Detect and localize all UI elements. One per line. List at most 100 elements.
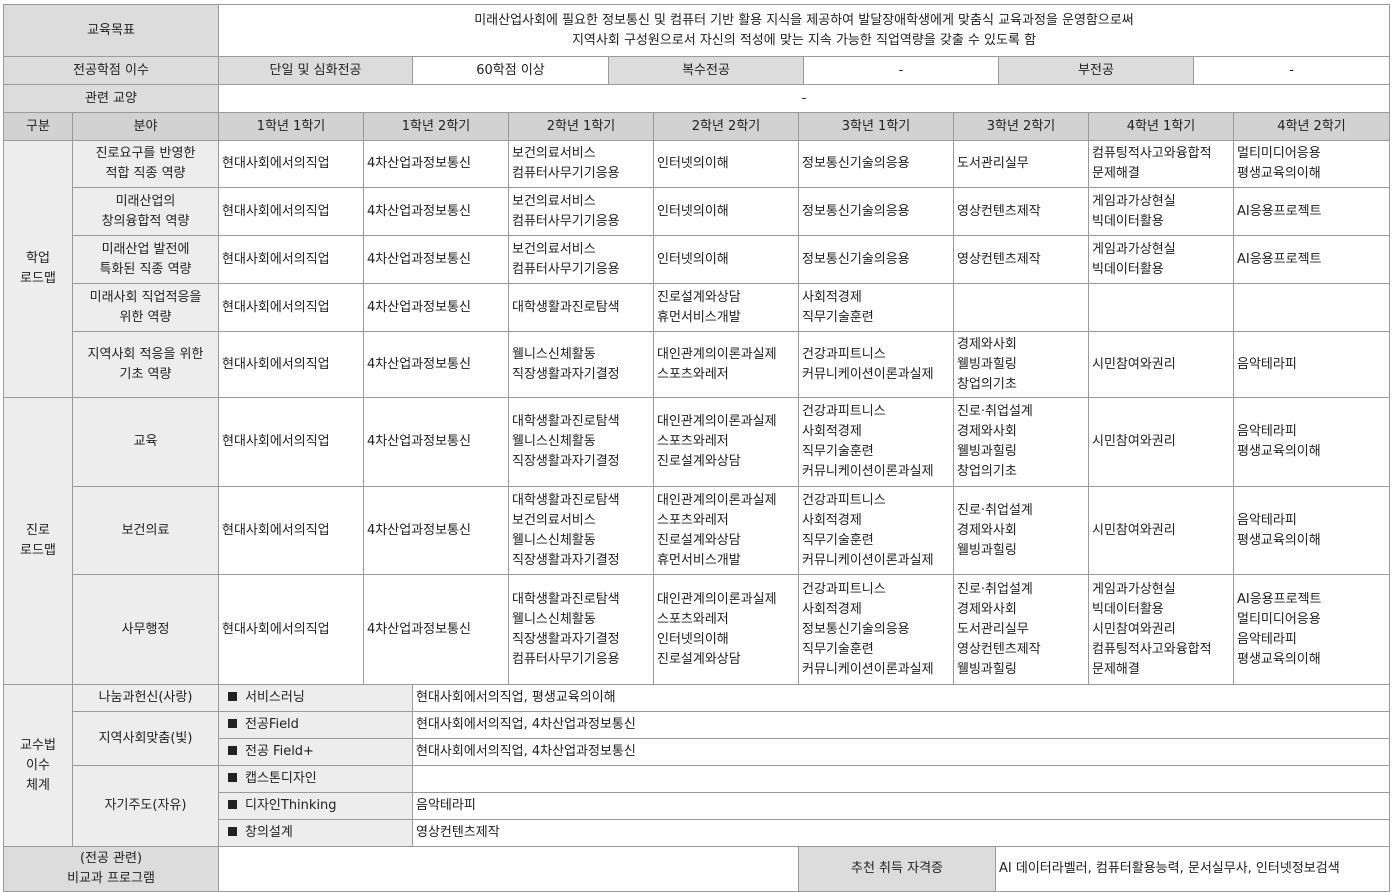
text-line: 지역사회 적응을 위한 bbox=[87, 346, 204, 362]
text-line: 경제와사회 bbox=[957, 336, 1017, 352]
minor-value: - bbox=[1193, 56, 1390, 85]
text-line: 영상컨텐츠제작 bbox=[957, 251, 1041, 267]
bullet-square-icon bbox=[228, 719, 237, 728]
text-line: 현대사회에서의직업 bbox=[222, 299, 330, 315]
field-label: 사무행정 bbox=[72, 574, 219, 685]
course-cell: 대학생활과진로탐색 웰니스신체활동 직장생활과자기결정 컴퓨터사무기기응용 bbox=[508, 574, 654, 685]
text-line: 진로·취업설계 bbox=[957, 502, 1033, 518]
text-line: 커뮤니케이션이론과실제 bbox=[802, 661, 934, 677]
course-cell: 시민참여와권리 bbox=[1088, 397, 1234, 487]
teaching-category: 지역사회맞춤(빛) bbox=[72, 711, 219, 766]
text-line: 1학년 1학기 bbox=[256, 118, 326, 134]
course-cell: 인터넷의이해 bbox=[653, 235, 799, 284]
course-cell: 음악테라피 bbox=[1233, 331, 1390, 398]
text-line: 멀티미디어응용 bbox=[1237, 611, 1321, 627]
course-cell: 현대사회에서의직업 bbox=[218, 283, 364, 332]
text-line: 도서관리실무 bbox=[957, 156, 1029, 171]
text-line: AI응용프로젝트 bbox=[1237, 251, 1322, 267]
course-cell: 정보통신기술의응용 bbox=[798, 187, 954, 236]
text-line: 문제해결 bbox=[1092, 166, 1140, 181]
text-line: 영상컨텐츠제작 bbox=[957, 203, 1041, 219]
text-line: 4학년 1학기 bbox=[1126, 118, 1196, 134]
text-line: AI 데이터라벨러, 컴퓨터활용능력, 문서실무사, 인터넷정보검색 bbox=[999, 861, 1340, 876]
single-major-value: 60학점 이상 bbox=[412, 56, 609, 85]
text-line: 로드맵 bbox=[20, 271, 56, 286]
course-cell: 현대사회에서의직업 bbox=[218, 574, 364, 685]
course-cell: 음악테라피 평생교육의이해 bbox=[1233, 486, 1390, 575]
text-line: 게임과가상현실 bbox=[1092, 193, 1176, 209]
course-cell: 4차산업과정보통신 bbox=[363, 140, 509, 188]
text-line: 진로 bbox=[26, 523, 50, 538]
text-line: 진로·취업설계 bbox=[957, 581, 1033, 597]
course-cell: 건강과피트니스 사회적경제 정보통신기술의응용 직무기술훈련 커뮤니케이션이론과실제 bbox=[798, 574, 954, 685]
field-label: 보건의료 bbox=[72, 486, 219, 575]
text-line: 현대사회에서의직업 bbox=[222, 522, 330, 538]
column-header: 3학년 2학기 bbox=[953, 112, 1089, 141]
text-line: 스포츠와레저 bbox=[657, 611, 729, 627]
text-line: 컴퓨팅적사고와융합적 bbox=[1092, 146, 1212, 161]
course-cell: 현대사회에서의직업 bbox=[218, 486, 364, 575]
teaching-method: 서비스러닝 bbox=[218, 684, 413, 712]
text-line: 음악테라피 bbox=[1237, 512, 1297, 528]
teaching-row: 교수법 이수 체계 나눔과헌신(사랑) 서비스러닝 현대사회에서의직업, 평생교육의이해 bbox=[3, 684, 1390, 847]
course-cell: 대인관계의이론과실제 스포츠와레저 진로설계와상담 휴먼서비스개발 bbox=[653, 486, 799, 575]
course-cell bbox=[1233, 283, 1390, 332]
text-line: 특화된 직종 역량 bbox=[99, 261, 192, 277]
text-line: 웰빙과힐링 bbox=[957, 356, 1017, 372]
roadmap-row: 진로 로드맵 교육 현대사회에서의직업 4차산업과정보통신 대학생활과진로탐색 웰니스신체활… bbox=[3, 397, 1390, 685]
text-line: 커뮤니케이션이론과실제 bbox=[802, 552, 934, 568]
course-cell: 영상컨텐츠제작 bbox=[953, 235, 1089, 284]
teaching-row: 디자인Thinking 음악테라피 bbox=[4, 792, 1390, 820]
group-label: 학업 로드맵 bbox=[3, 140, 73, 398]
text-line: 정보통신기술의응용 bbox=[802, 156, 910, 171]
text-line: 현대사회에서의직업 bbox=[222, 203, 330, 219]
column-header: 3학년 1학기 bbox=[798, 112, 954, 141]
text-line: 경제와사회 bbox=[957, 522, 1017, 538]
text-line: 위한 역량 bbox=[119, 309, 172, 325]
text-line: 진로설계와상담 bbox=[657, 289, 741, 305]
course-cell: 건강과피트니스 사회적경제 직무기술훈련 커뮤니케이션이론과실제 bbox=[798, 397, 954, 487]
text-line: 진로설계와상담 bbox=[657, 651, 741, 667]
text-line: 적합 직종 역량 bbox=[105, 166, 186, 181]
course-cell bbox=[953, 283, 1089, 332]
text-line: 사회적경제 bbox=[802, 289, 862, 305]
text-line: 4차산업과정보통신 bbox=[367, 621, 471, 637]
course-cell: 4차산업과정보통신 bbox=[363, 187, 509, 236]
course-cell: 웰니스신체활동 직장생활과자기결정 bbox=[508, 331, 654, 398]
text-line: 음악테라피 bbox=[416, 798, 476, 813]
course-cell: 보건의료서비스 컴퓨터사무기기응용 bbox=[508, 140, 654, 188]
text-line: 컴퓨팅적사고와융합적 bbox=[1092, 641, 1212, 657]
text-line: 평생교육의이해 bbox=[1237, 166, 1321, 181]
footer-row: (전공 관련) 비교과 프로그램 추천 취득 자격증 AI 데이터라벨러, 컴퓨터활용… bbox=[3, 846, 1390, 892]
text-line: 진로설계와상담 bbox=[657, 454, 741, 469]
text-line: 정보통신기술의응용 bbox=[802, 251, 910, 267]
text-line: 직무기술훈련 bbox=[802, 444, 874, 459]
cert-label: 추천 취득 자격증 bbox=[798, 846, 996, 892]
text-line: 4차산업과정보통신 bbox=[367, 251, 471, 267]
text-line: 휴먼서비스개발 bbox=[657, 552, 741, 568]
curriculum-roadmap-document: 교육목표 미래산업사회에 필요한 정보통신 및 컴퓨터 기반 활용 지식을 제공… bbox=[3, 4, 1393, 892]
column-header: 4학년 1학기 bbox=[1088, 112, 1234, 141]
text-line: 영상컨텐츠제작 bbox=[957, 641, 1041, 657]
method-courses: 현대사회에서의직업, 4차산업과정보통신 bbox=[412, 738, 1390, 766]
text-line: 음악테라피 bbox=[1237, 356, 1297, 372]
course-cell: AI응용프로젝트 bbox=[1233, 235, 1390, 284]
teaching-category: 자기주도(자유) bbox=[72, 765, 219, 847]
text-line: 2학년 1학기 bbox=[546, 118, 616, 134]
teaching-method: 전공 Field+ bbox=[218, 738, 413, 766]
roadmap-row: 사무행정 현대사회에서의직업 4차산업과정보통신 대학생활과진로탐색 웰니스신체활동 직장… bbox=[4, 574, 1390, 685]
text-line: 4차산업과정보통신 bbox=[367, 356, 471, 372]
field-label: 진로요구를 반영한 적합 직종 역량 bbox=[72, 140, 219, 188]
text-line: 대학생활과진로탐색 bbox=[512, 591, 620, 607]
text-line: 로드맵 bbox=[20, 543, 56, 558]
column-header: 1학년 2학기 bbox=[363, 112, 509, 141]
course-cell: 보건의료서비스 컴퓨터사무기기응용 bbox=[508, 187, 654, 236]
method-courses bbox=[412, 765, 1390, 793]
text-line: 스포츠와레저 bbox=[657, 512, 729, 528]
text-line: 도서관리실무 bbox=[957, 621, 1029, 637]
course-cell: 현대사회에서의직업 bbox=[218, 187, 364, 236]
text-line: 문제해결 bbox=[1092, 661, 1140, 677]
text-line: 대학생활과진로탐색 bbox=[512, 299, 620, 315]
field-label: 지역사회 적응을 위한 기초 역량 bbox=[72, 331, 219, 398]
text-line: 웰빙과힐링 bbox=[957, 542, 1017, 558]
